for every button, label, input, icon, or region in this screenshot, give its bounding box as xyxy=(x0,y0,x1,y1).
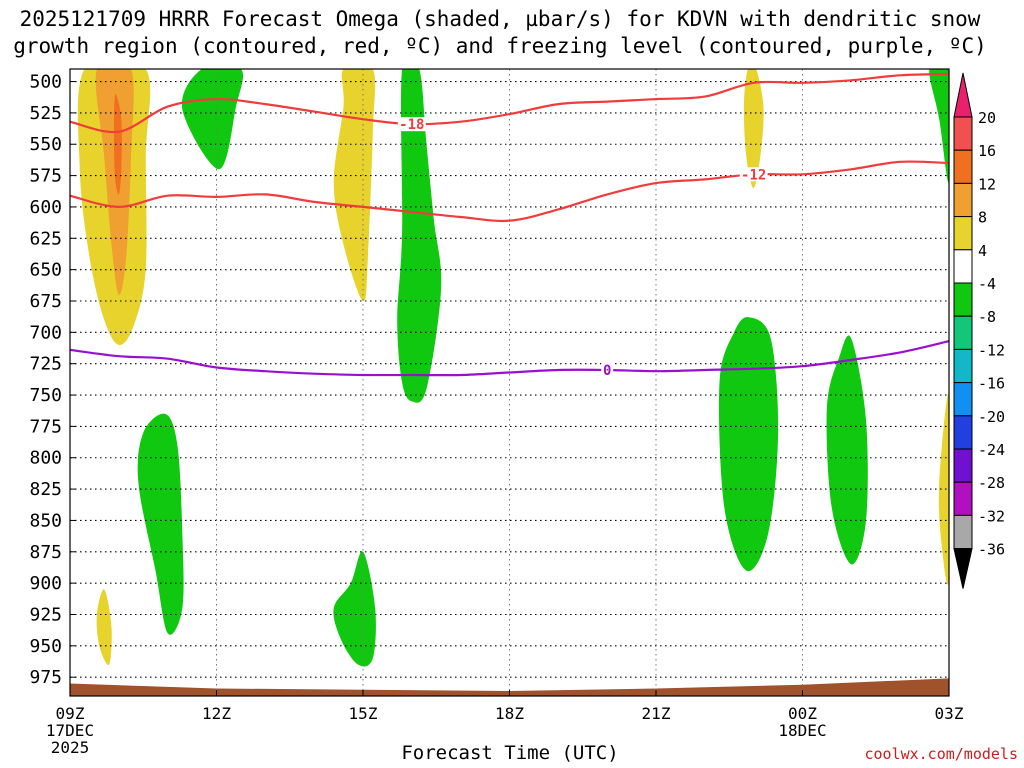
omega-shading xyxy=(77,69,949,667)
colorbar-box-5 xyxy=(953,249,973,284)
contour-label-bg-freezing-level-0 xyxy=(601,362,614,377)
chart-title-line1: 2025121709 HRRR Forecast Omega (shaded, … xyxy=(19,7,981,31)
omega-region-rising-0300z-right xyxy=(938,392,949,585)
colorbar-label-3: 8 xyxy=(978,209,987,227)
colorbar-label-9: -20 xyxy=(978,408,1005,426)
colorbar-label-1: 16 xyxy=(978,142,996,160)
colorbar-label-4: 4 xyxy=(978,242,987,260)
omega-region-sinking-low-0130z xyxy=(826,335,868,565)
y-tick-label-625: 625 xyxy=(29,228,62,249)
colorbar-box-2 xyxy=(953,149,973,184)
colorbar-label-2: 12 xyxy=(978,175,996,193)
x-tick-label-09Z-3: 2025 xyxy=(51,738,90,757)
colorbar-bottom-arrow xyxy=(953,548,973,589)
chart-title-line2: growth region (contoured, red, ºC) and f… xyxy=(13,34,987,58)
x-tick-label-15Z-1: 15Z xyxy=(349,704,378,723)
omega-region-sinking-top-1145z xyxy=(181,69,244,170)
y-tick-label-975: 975 xyxy=(29,667,62,688)
colorbar-box-4 xyxy=(953,216,973,251)
y-tick-label-950: 950 xyxy=(29,636,62,657)
omega-region-rising-main-0945z-core8 xyxy=(95,69,134,295)
colorbar-box-3 xyxy=(953,182,973,218)
credit-link[interactable]: coolwx.com/models xyxy=(864,745,1018,763)
colorbar-label-10: -24 xyxy=(978,441,1005,459)
omega-region-sinking-low-1045z xyxy=(137,413,184,635)
y-tick-label-750: 750 xyxy=(29,385,62,406)
colorbar-box-6 xyxy=(953,282,973,317)
colorbar-box-10 xyxy=(953,415,973,450)
colorbar-box-12 xyxy=(953,481,973,516)
plot-frame xyxy=(69,68,950,697)
colorbar-label-6: -8 xyxy=(978,308,996,326)
colorbar-label-7: -12 xyxy=(978,341,1005,359)
contour-label-dgz-minus12: -12 xyxy=(741,167,766,183)
contour-label-bg-dgz-minus18 xyxy=(397,117,426,132)
y-tick-label-900: 900 xyxy=(29,573,62,594)
x-tick-label-03Z-1: 03Z xyxy=(935,704,964,723)
colorbar-box-11 xyxy=(953,448,973,483)
contour-dgz-minus18 xyxy=(70,72,949,134)
y-tick-label-575: 575 xyxy=(29,166,62,187)
x-tick-label-09Z-1: 09Z xyxy=(56,704,85,723)
x-tick-label-09Z-2: 17DEC xyxy=(46,721,94,740)
colorbar-label-11: -28 xyxy=(978,474,1005,492)
colorbar-label-13: -36 xyxy=(978,541,1005,559)
contour-lines: -18 -12 0 xyxy=(70,72,949,379)
contour-label-freezing-level-0: 0 xyxy=(603,363,611,379)
x-tick-label-00Z-2: 18DEC xyxy=(778,721,826,740)
x-tick-label-12Z-1: 12Z xyxy=(202,704,231,723)
colorbar-box-1 xyxy=(953,116,973,151)
x-axis-label: Forecast Time (UTC) xyxy=(401,742,619,764)
terrain-layer xyxy=(70,678,949,696)
y-tick-label-550: 550 xyxy=(29,134,62,155)
colorbar-label-8: -16 xyxy=(978,375,1005,393)
y-tick-label-700: 700 xyxy=(29,322,62,343)
y-tick-label-850: 850 xyxy=(29,510,62,531)
colorbar-box-9 xyxy=(953,382,973,417)
y-tick-label-525: 525 xyxy=(29,103,62,124)
omega-region-sinking-low-2345z xyxy=(718,317,779,572)
y-tick-label-825: 825 xyxy=(29,479,62,500)
contour-label-bg-dgz-minus12 xyxy=(739,167,768,182)
omega-region-sinking-low-1530z xyxy=(333,551,376,667)
y-tick-label-675: 675 xyxy=(29,291,62,312)
colorbar-box-13 xyxy=(953,514,973,550)
colorbar: 20 16 12 8 4 -4 -8 -12 -16 -20 -24 -28 -32 -36 xyxy=(953,72,1005,589)
contour-label-dgz-minus18: -18 xyxy=(399,117,424,133)
colorbar-top-arrow xyxy=(953,72,973,118)
colorbar-box-7 xyxy=(953,315,973,350)
y-axis: 500 525 550 575 600 625 650 675 700 725 750 775 800 8… xyxy=(29,72,76,688)
contour-dgz-minus12 xyxy=(70,160,949,223)
x-tick-label-00Z-1: 00Z xyxy=(788,704,817,723)
colorbar-label-0: 20 xyxy=(978,109,996,127)
y-tick-label-600: 600 xyxy=(29,197,62,218)
terrain-ground xyxy=(70,678,949,696)
colorbar-label-5: -4 xyxy=(978,275,996,293)
y-tick-label-800: 800 xyxy=(29,448,62,469)
omega-region-rising-1530z xyxy=(333,69,376,302)
omega-region-rising-main-0945z-core12 xyxy=(113,94,122,195)
x-tick-label-21Z-1: 21Z xyxy=(642,704,671,723)
omega-region-rising-2345z-top xyxy=(743,69,764,189)
colorbar-label-12: -32 xyxy=(978,507,1005,525)
chart-title: 2025121709 HRRR Forecast Omega (shaded, … xyxy=(0,6,1000,60)
y-tick-label-775: 775 xyxy=(29,416,62,437)
contour-freezing-level-0 xyxy=(70,340,949,377)
y-tick-label-875: 875 xyxy=(29,542,62,563)
y-tick-label-500: 500 xyxy=(29,72,62,93)
grid-lines xyxy=(70,69,949,696)
y-tick-label-725: 725 xyxy=(29,354,62,375)
x-tick-label-18Z-1: 18Z xyxy=(495,704,524,723)
y-tick-label-650: 650 xyxy=(29,260,62,281)
omega-region-sinking-top-right xyxy=(929,69,949,183)
omega-region-rising-small-945 xyxy=(96,589,112,666)
omega-region-sinking-1630z xyxy=(397,69,442,403)
y-tick-label-925: 925 xyxy=(29,604,62,625)
colorbar-box-8 xyxy=(953,348,973,384)
